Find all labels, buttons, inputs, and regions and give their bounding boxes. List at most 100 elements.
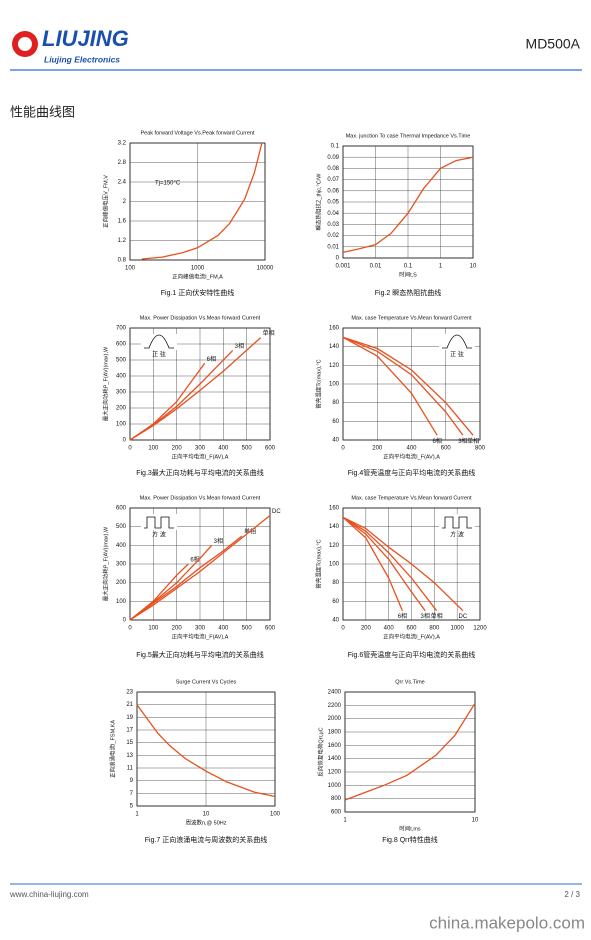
x-axis-label: 时间t,S xyxy=(399,270,417,278)
x-tick-label: 1 xyxy=(343,818,347,824)
x-tick-label: 10000 xyxy=(257,266,274,272)
y-axis-label: 最大正向功耗P_F(AV)(max),W xyxy=(101,526,109,601)
chart-caption: Fig.1 正向伏安特性曲线 xyxy=(161,288,235,297)
y-tick-label: 120 xyxy=(329,363,340,369)
x-tick-label: 600 xyxy=(265,626,276,632)
x-axis-label: 周波数n,@ 50Hz xyxy=(185,818,226,826)
y-tick-label: 100 xyxy=(329,382,340,388)
y-tick-label: 100 xyxy=(329,562,340,568)
x-tick-label: 200 xyxy=(172,626,183,632)
curve-label: 3相 xyxy=(421,612,430,620)
y-tick-label: 1600 xyxy=(328,743,342,749)
y-tick-label: 1400 xyxy=(328,756,342,762)
waveform-icon xyxy=(144,516,174,529)
x-tick-label: 0 xyxy=(128,626,132,632)
y-axis-label: 正向峰值电压V_FM,V xyxy=(101,175,109,228)
y-tick-label: 1800 xyxy=(328,730,342,736)
y-tick-label: 700 xyxy=(116,326,127,332)
x-tick-label: 0.01 xyxy=(370,264,382,270)
x-tick-label: 200 xyxy=(361,626,372,632)
curve xyxy=(141,142,263,260)
footer-url: www.china-liujing.com xyxy=(9,890,89,899)
y-axis-label: 最大正向功耗P_F(AV)(max),W xyxy=(101,346,109,421)
y-tick-label: 9 xyxy=(130,778,134,784)
y-axis-label: 瞬态热阻抗Z_thjc,°C/W xyxy=(314,173,322,231)
y-tick-label: 500 xyxy=(116,524,127,530)
y-tick-label: 300 xyxy=(116,390,127,396)
y-tick-label: 0 xyxy=(123,438,127,444)
curve xyxy=(342,336,438,436)
y-tick-label: 0 xyxy=(123,618,127,624)
x-tick-label: 100 xyxy=(148,626,159,632)
watermark: china.makepolo.com xyxy=(429,913,585,932)
x-tick-label: 0.001 xyxy=(335,264,351,270)
x-axis-label: 正向平均电流I_F(AV),A xyxy=(172,452,229,460)
chart-title: Qrr Vs.Time xyxy=(395,679,424,685)
y-tick-label: 800 xyxy=(331,796,342,802)
y-tick-label: 60 xyxy=(332,419,339,425)
curve-label: 单相 xyxy=(263,329,275,337)
curve xyxy=(344,702,476,801)
chart-title: Max. Power Dissipation Vs.Mean forward C… xyxy=(140,495,261,501)
y-tick-label: 100 xyxy=(116,422,127,428)
annotation: Tj=150°C xyxy=(155,181,181,187)
y-tick-label: 160 xyxy=(329,326,340,332)
x-tick-label: 100 xyxy=(148,446,159,452)
y-axis-label: 管壳温度Tc(max),°C xyxy=(314,359,322,408)
chart-caption: Fig.7 正向浪涌电流与周波数的关系曲线 xyxy=(145,835,268,844)
curve xyxy=(342,516,464,612)
chart-caption: Fig.6管壳温度与正向平均电流的关系曲线 xyxy=(348,650,476,659)
waveform-label: 正 弦 xyxy=(152,351,166,359)
y-tick-label: 21 xyxy=(126,702,133,708)
x-tick-label: 1 xyxy=(135,812,139,818)
x-tick-label: 600 xyxy=(441,446,452,452)
x-tick-label: 1000 xyxy=(450,626,464,632)
x-tick-label: 300 xyxy=(195,446,206,452)
waveform-label: 方 波 xyxy=(450,531,464,539)
chart-caption: Fig.4管壳温度与正向平均电流的关系曲线 xyxy=(348,468,476,477)
waveform-icon xyxy=(442,334,472,349)
chart-title: Max. junction To case Thermal Impedance … xyxy=(346,133,471,139)
y-tick-label: 11 xyxy=(127,766,134,772)
x-axis-label: 正向平均电流I_F(AV),A xyxy=(383,452,440,460)
y-tick-label: 140 xyxy=(329,344,340,350)
curve-label: DC xyxy=(272,509,281,515)
x-tick-label: 400 xyxy=(406,446,417,452)
curve-label: 6相 xyxy=(398,612,407,620)
y-tick-label: 160 xyxy=(329,506,340,512)
y-tick-label: 7 xyxy=(130,791,134,797)
y-tick-label: 300 xyxy=(116,562,127,568)
waveform-box xyxy=(439,514,475,530)
curve-label: 单相 xyxy=(431,612,443,620)
curve-label: 6相 xyxy=(433,437,442,445)
x-tick-label: 100 xyxy=(125,266,136,272)
x-tick-label: 500 xyxy=(242,626,253,632)
y-tick-label: 2.4 xyxy=(118,180,127,186)
y-tick-label: 0.03 xyxy=(327,222,339,228)
y-tick-label: 0.06 xyxy=(327,188,339,194)
model: MD500A xyxy=(526,36,581,52)
y-tick-label: 0.04 xyxy=(327,211,339,217)
curve xyxy=(129,535,243,621)
y-tick-label: 2000 xyxy=(328,716,342,722)
y-tick-label: 3.2 xyxy=(118,141,127,147)
y-tick-label: 40 xyxy=(332,618,339,624)
y-tick-label: 0.8 xyxy=(118,258,127,264)
curve xyxy=(342,156,474,254)
curve-label: 6相 xyxy=(207,355,216,363)
waveform-box xyxy=(141,514,177,530)
y-tick-label: 0.07 xyxy=(327,177,339,183)
y-tick-label: 500 xyxy=(116,358,127,364)
y-tick-label: 1200 xyxy=(328,770,342,776)
x-tick-label: 300 xyxy=(195,626,206,632)
curve-label: 3相 xyxy=(458,437,467,445)
x-axis-label: 正向峰值电流I_FM,A xyxy=(172,272,223,280)
y-tick-label: 40 xyxy=(332,438,339,444)
y-tick-label: 200 xyxy=(116,406,127,412)
y-tick-label: 1.6 xyxy=(118,219,127,225)
x-tick-label: 0 xyxy=(341,446,345,452)
y-tick-label: 1000 xyxy=(328,783,342,789)
plot-area xyxy=(344,691,476,813)
x-tick-label: 400 xyxy=(384,626,395,632)
y-axis-label: 正向浪涌电流I_FSM,KA xyxy=(108,720,116,778)
